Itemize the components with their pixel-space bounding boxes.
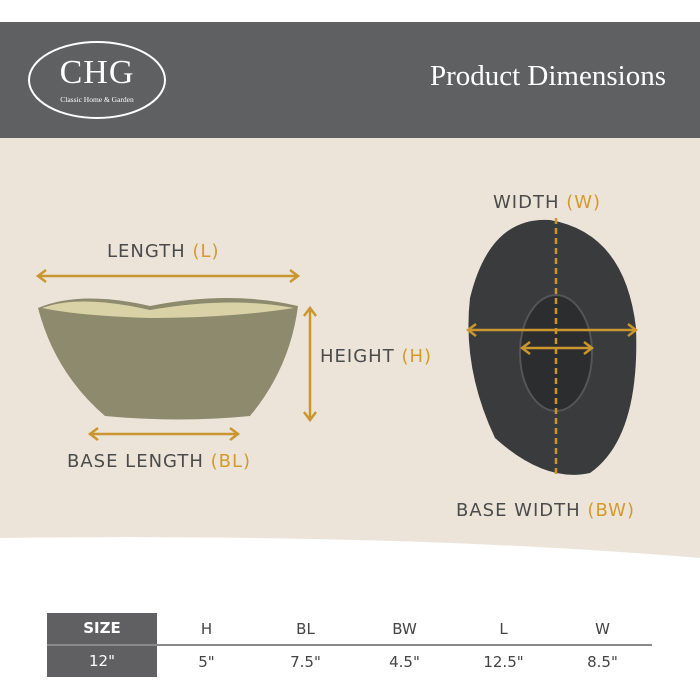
base-length-label: BASE LENGTH (BL) bbox=[67, 451, 252, 472]
logo-subtitle: Classic Home & Garden bbox=[60, 95, 134, 104]
table-row: 12" 5" 7.5" 4.5" 12.5" 8.5" bbox=[47, 646, 652, 677]
height-label: HEIGHT (H) bbox=[320, 346, 433, 367]
table-cell-w: 8.5" bbox=[587, 652, 618, 671]
table-cell-bw: 4.5" bbox=[389, 652, 420, 671]
table-header-l: L bbox=[499, 619, 508, 638]
dimension-illustration: LENGTH (L) HEIGHT (H) BASE LENGTH (BL) W… bbox=[0, 138, 700, 568]
table-cell-size: 12" bbox=[47, 646, 157, 677]
base-width-label: BASE WIDTH (BW) bbox=[456, 500, 635, 521]
chg-logo: CHG Classic Home & Garden bbox=[27, 40, 167, 120]
table-header-size: SIZE bbox=[47, 613, 157, 644]
bowl-side-view bbox=[38, 298, 298, 420]
dimensions-table: SIZE H BL BW L W 12" 5" 7.5" 4.5" 12.5" … bbox=[47, 613, 652, 677]
table-cell-h: 5" bbox=[198, 652, 215, 671]
table-header-bl: BL bbox=[296, 619, 315, 638]
table-header-h: H bbox=[200, 619, 213, 638]
header-banner: CHG Classic Home & Garden Product Dimens… bbox=[0, 22, 700, 138]
table-cell-l: 12.5" bbox=[483, 652, 524, 671]
table-header-w: W bbox=[595, 619, 610, 638]
table-header-row: SIZE H BL BW L W bbox=[47, 613, 652, 646]
logo-text: CHG bbox=[59, 54, 135, 91]
page-title: Product Dimensions bbox=[429, 60, 666, 92]
table-cell-bl: 7.5" bbox=[290, 652, 321, 671]
length-label: LENGTH (L) bbox=[107, 241, 220, 262]
width-label: WIDTH (W) bbox=[493, 192, 602, 213]
table-header-bw: BW bbox=[392, 619, 417, 638]
illustration-graphics bbox=[0, 138, 700, 558]
